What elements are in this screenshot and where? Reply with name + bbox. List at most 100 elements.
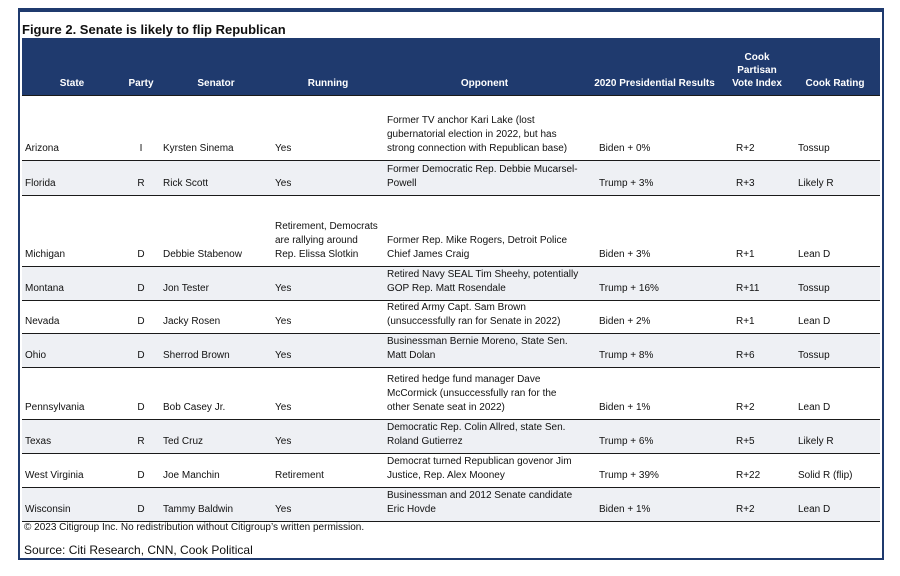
table-cell: Former Rep. Mike Rogers, Detroit Police … xyxy=(384,195,585,267)
table-cell: Yes xyxy=(272,367,384,420)
table-cell: Trump + 3% xyxy=(585,160,724,196)
table-cell: Yes xyxy=(272,333,384,368)
table-cell: Florida xyxy=(22,160,122,196)
table-cell: R+6 xyxy=(724,333,790,368)
table-cell: Retirement xyxy=(272,453,384,488)
table-cell: Businessman and 2012 Senate candidate Er… xyxy=(384,487,585,522)
table-cell: Tossup xyxy=(790,266,880,301)
column-header: State xyxy=(22,38,122,96)
column-header: Cook Rating xyxy=(790,38,880,96)
table-row: Nevada D Jacky Rosen Yes Retired Army Capt. … xyxy=(22,300,880,334)
table-cell: Pennsylvania xyxy=(22,367,122,420)
table-cell: Texas xyxy=(22,419,122,454)
table-row: Arizona I Kyrsten Sinema Yes Former TV ancho… xyxy=(22,95,880,161)
source: Source: Citi Research, CNN, Cook Politic… xyxy=(24,543,253,557)
table-cell: R+5 xyxy=(724,419,790,454)
table-cell: R+2 xyxy=(724,95,790,161)
table-cell: I xyxy=(122,95,160,161)
table-cell: Tossup xyxy=(790,333,880,368)
table-cell: Kyrsten Sinema xyxy=(160,95,272,161)
table-cell: Michigan xyxy=(22,195,122,267)
table-cell: R+3 xyxy=(724,160,790,196)
frame xyxy=(18,8,884,560)
table-cell: Yes xyxy=(272,300,384,334)
table-cell: Lean D xyxy=(790,195,880,267)
table-cell: Lean D xyxy=(790,367,880,420)
table-cell: Businessman Bernie Moreno, State Sen. Ma… xyxy=(384,333,585,368)
table-row: Florida R Rick Scott Yes Former Democratic R… xyxy=(22,160,880,196)
column-header: Cook Partisan Vote Index xyxy=(724,38,790,96)
table-cell: Biden + 3% xyxy=(585,195,724,267)
table-cell: D xyxy=(122,266,160,301)
table-cell: Trump + 8% xyxy=(585,333,724,368)
table-cell: Sherrod Brown xyxy=(160,333,272,368)
table-cell: Former TV anchor Kari Lake (lost guberna… xyxy=(384,95,585,161)
table-cell: Lean D xyxy=(790,300,880,334)
table-cell: Biden + 1% xyxy=(585,487,724,522)
table-cell: Yes xyxy=(272,160,384,196)
table-cell: Likely R xyxy=(790,160,880,196)
table-cell: R+11 xyxy=(724,266,790,301)
table-cell: Trump + 16% xyxy=(585,266,724,301)
table-cell: R+1 xyxy=(724,300,790,334)
column-header: Party xyxy=(122,38,160,96)
table-cell: Yes xyxy=(272,419,384,454)
table-cell: Likely R xyxy=(790,419,880,454)
table-cell: Jacky Rosen xyxy=(160,300,272,334)
table-cell: R+1 xyxy=(724,195,790,267)
table-row: West Virginia D Joe Manchin Retirement Democ… xyxy=(22,453,880,488)
table-cell: Democratic Rep. Colin Allred, state Sen.… xyxy=(384,419,585,454)
table-cell: R+22 xyxy=(724,453,790,488)
table-cell: D xyxy=(122,453,160,488)
title: Figure 2. Senate is likely to flip Repub… xyxy=(22,22,286,37)
table-cell: Tossup xyxy=(790,95,880,161)
table-cell: Solid R (flip) xyxy=(790,453,880,488)
table-cell: Tammy Baldwin xyxy=(160,487,272,522)
table-cell: Ohio xyxy=(22,333,122,368)
table-cell: D xyxy=(122,367,160,420)
table-cell: R+2 xyxy=(724,367,790,420)
table-cell: Biden + 0% xyxy=(585,95,724,161)
table-cell: Rick Scott xyxy=(160,160,272,196)
table-cell: Former Democratic Rep. Debbie Mucarsel-P… xyxy=(384,160,585,196)
table-cell: Yes xyxy=(272,95,384,161)
table-cell: Joe Manchin xyxy=(160,453,272,488)
table-cell: D xyxy=(122,487,160,522)
table-cell: Yes xyxy=(272,266,384,301)
table-cell: Biden + 1% xyxy=(585,367,724,420)
table-row: Montana D Jon Tester Yes Retired Navy SEAL T… xyxy=(22,266,880,301)
table-cell: Democrat turned Republican govenor Jim J… xyxy=(384,453,585,488)
table-cell: R xyxy=(122,160,160,196)
table-body: Arizona I Kyrsten Sinema Yes Former TV ancho… xyxy=(22,95,880,522)
table-cell: R+2 xyxy=(724,487,790,522)
table-cell: Retired Army Capt. Sam Brown (unsuccessf… xyxy=(384,300,585,334)
column-header: Running xyxy=(272,38,384,96)
table-cell: Jon Tester xyxy=(160,266,272,301)
column-header: 2020 Presidential Results xyxy=(585,38,724,96)
table-cell: D xyxy=(122,333,160,368)
column-header: Opponent xyxy=(384,38,585,96)
table-cell: D xyxy=(122,300,160,334)
table-cell: Bob Casey Jr. xyxy=(160,367,272,420)
table-cell: Debbie Stabenow xyxy=(160,195,272,267)
table-row: Texas R Ted Cruz Yes Democratic Rep. Colin A… xyxy=(22,419,880,454)
table-cell: Arizona xyxy=(22,95,122,161)
table-cell: Biden + 2% xyxy=(585,300,724,334)
senate-table: State Party Senator Running Opponent 2020 Pre… xyxy=(22,38,880,522)
table-cell: Nevada xyxy=(22,300,122,334)
table-cell: Trump + 39% xyxy=(585,453,724,488)
table-row: Michigan D Debbie Stabenow Retirement, Demo… xyxy=(22,195,880,267)
table-row: Wisconsin D Tammy Baldwin Yes Businessman an… xyxy=(22,487,880,522)
table-cell: R xyxy=(122,419,160,454)
table-cell: Retired hedge fund manager Dave McCormic… xyxy=(384,367,585,420)
column-header: Senator xyxy=(160,38,272,96)
table-cell: Lean D xyxy=(790,487,880,522)
table-cell: Ted Cruz xyxy=(160,419,272,454)
table-row: Pennsylvania D Bob Casey Jr. Yes Retired hed… xyxy=(22,367,880,420)
table-cell: West Virginia xyxy=(22,453,122,488)
table-row: Ohio D Sherrod Brown Yes Businessman Bernie … xyxy=(22,333,880,368)
table-cell: Wisconsin xyxy=(22,487,122,522)
table-cell: Retired Navy SEAL Tim Sheehy, potentiall… xyxy=(384,266,585,301)
table-cell: Retirement, Democrats are rallying aroun… xyxy=(272,195,384,267)
